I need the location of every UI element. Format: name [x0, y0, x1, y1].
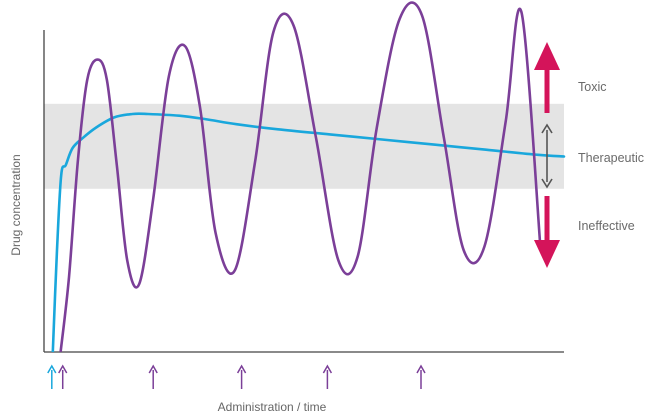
ineffective-arrow-icon	[534, 196, 560, 268]
administration-arrow	[322, 364, 333, 389]
administration-arrow	[148, 364, 158, 389]
zone-label-therapeutic: Therapeutic	[578, 151, 644, 165]
therapeutic-window-band	[44, 103, 564, 189]
axes	[43, 30, 564, 353]
continuous-release-curve	[51, 112, 566, 352]
administration-arrow	[416, 364, 426, 389]
zone-label-ineffective: Ineffective	[578, 219, 635, 233]
repeated-dose-curve	[59, 1, 542, 352]
administration-arrow	[236, 364, 247, 389]
zone-label-toxic: Toxic	[578, 80, 606, 94]
toxic-arrow-icon	[534, 42, 560, 113]
administration-arrow	[58, 364, 68, 389]
therapeutic-range-arrow-icon	[541, 123, 553, 189]
administration-arrow	[47, 364, 57, 389]
x-axis-label: Administration / time	[218, 400, 327, 414]
y-axis-label: Drug concentration	[9, 154, 23, 255]
